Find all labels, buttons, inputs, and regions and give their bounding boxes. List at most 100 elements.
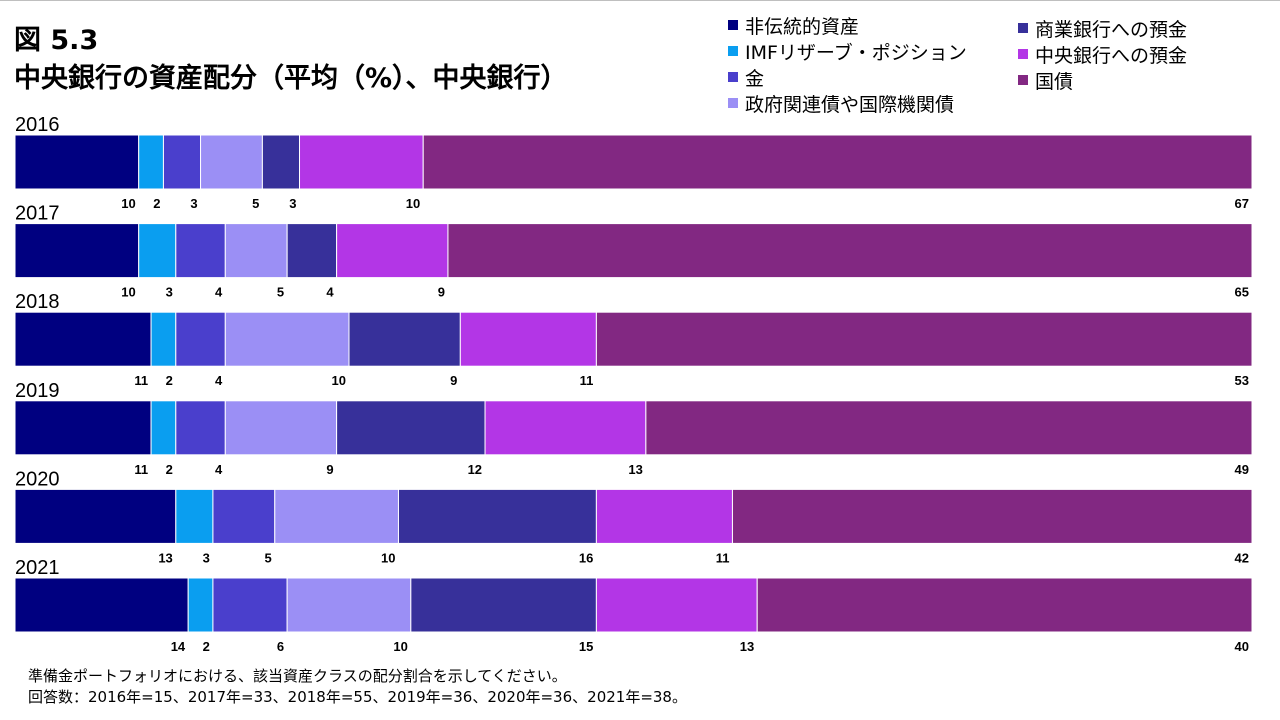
bar-segment <box>731 488 1253 544</box>
data-label: 65 <box>1235 285 1249 300</box>
legend-label: 金 <box>745 67 765 90</box>
data-label: 3 <box>289 196 296 211</box>
data-label: 5 <box>265 550 272 565</box>
data-label: 9 <box>326 462 333 477</box>
data-label: 49 <box>1235 462 1249 477</box>
bar-segment <box>150 400 177 456</box>
top-rule <box>0 0 1280 1</box>
data-label: 11 <box>134 462 148 477</box>
year-label: 2018 <box>15 291 60 313</box>
data-label: 11 <box>134 373 148 388</box>
bar-segment <box>224 400 338 456</box>
legend-swatch <box>1018 75 1028 85</box>
data-label: 10 <box>393 639 407 654</box>
legend-item-unconventional-assets: 非伝統的資産 <box>728 12 859 38</box>
bar-segment <box>14 400 152 456</box>
bar-segment <box>348 311 461 367</box>
data-label: 9 <box>438 285 445 300</box>
bar-segment <box>756 577 1253 633</box>
chart-notes: 準備金ポートフォリオにおける、該当資産クラスの配分割合を示してください。 回答数… <box>28 666 687 708</box>
data-label: 4 <box>215 373 223 388</box>
chart-title: 中央銀行の資産配分（平均（%）、中央銀行） <box>14 63 568 94</box>
data-label: 13 <box>628 462 642 477</box>
data-label: 12 <box>468 462 482 477</box>
bar-segment <box>200 134 263 190</box>
data-label: 10 <box>332 373 346 388</box>
data-label: 14 <box>171 639 186 654</box>
bar-segment <box>336 223 449 279</box>
data-label: 3 <box>203 550 210 565</box>
legend-item-agency-supranational-bonds: 政府関連債や国際機関債 <box>728 90 954 116</box>
data-label: 67 <box>1235 196 1249 211</box>
legend-item-gold: 金 <box>728 64 764 90</box>
bar-segment <box>595 488 733 544</box>
data-label: 3 <box>166 285 173 300</box>
legend-swatch <box>728 20 738 30</box>
legend-label: IMFリザーブ・ポジション <box>745 41 967 64</box>
legend-label: 非伝統的資産 <box>745 15 860 38</box>
bar-segment <box>212 488 276 544</box>
legend-label: 国債 <box>1035 70 1074 93</box>
bar-segment <box>336 400 486 456</box>
data-label: 3 <box>190 196 197 211</box>
bar-segment <box>175 400 226 456</box>
bar-segment <box>410 577 597 633</box>
data-label: 11 <box>580 373 594 388</box>
data-label: 2 <box>166 373 173 388</box>
bar-segment <box>286 577 412 633</box>
bar-segment <box>14 134 140 190</box>
bar-segment <box>175 488 214 544</box>
bar-segment <box>645 400 1253 456</box>
bar-segment <box>459 311 597 367</box>
note-line-1: 準備金ポートフォリオにおける、該当資産クラスの配分割合を示してください。 <box>28 667 567 685</box>
bar-segment <box>14 223 140 279</box>
bar-segment <box>14 311 152 367</box>
year-label: 2021 <box>15 557 60 579</box>
data-label: 10 <box>121 196 135 211</box>
data-label: 4 <box>326 285 334 300</box>
bar-segment <box>14 488 177 544</box>
bar-segment <box>212 577 288 633</box>
year-label: 2017 <box>15 203 60 225</box>
data-label: 15 <box>579 639 593 654</box>
bar-segment <box>286 223 338 279</box>
data-label: 16 <box>579 550 593 565</box>
data-label: 2 <box>166 462 173 477</box>
bar-segment <box>299 134 424 190</box>
data-label: 2 <box>203 639 210 654</box>
figure-number: 図 5.3 <box>14 25 99 56</box>
year-label: 2019 <box>15 380 60 402</box>
bar-segment <box>187 577 214 633</box>
bar-segment <box>447 223 1253 279</box>
legend: 非伝統的資産 IMFリザーブ・ポジション 金 政府関連債や国際機関債 商業銀行へ… <box>0 0 1280 120</box>
bar-segment <box>14 577 189 633</box>
bar-segment <box>175 311 226 367</box>
data-label: 10 <box>121 285 135 300</box>
bar-segment <box>422 134 1253 190</box>
data-label: 40 <box>1235 639 1249 654</box>
bar-segment <box>138 134 164 190</box>
bar-segment <box>397 488 597 544</box>
legend-swatch <box>728 98 738 108</box>
bar-segment <box>150 311 177 367</box>
bar-segment <box>261 134 301 190</box>
legend-swatch <box>1018 23 1028 33</box>
bar-segment <box>162 134 202 190</box>
bar-segment <box>175 223 226 279</box>
data-label: 10 <box>406 196 420 211</box>
data-label: 6 <box>277 639 284 654</box>
data-label: 13 <box>740 639 754 654</box>
legend-label: 中央銀行への預金 <box>1035 44 1188 67</box>
data-label: 11 <box>716 550 730 565</box>
data-label: 9 <box>450 373 457 388</box>
data-label: 5 <box>277 285 284 300</box>
bar-segment <box>274 488 399 544</box>
bar-segment <box>595 577 758 633</box>
bar-segment <box>484 400 647 456</box>
legend-item-commercial-bank-deposits: 商業銀行への預金 <box>1018 15 1187 41</box>
data-label: 53 <box>1235 373 1249 388</box>
legend-item-central-bank-deposits: 中央銀行への預金 <box>1018 41 1187 67</box>
data-label: 4 <box>215 285 223 300</box>
data-label: 10 <box>381 550 395 565</box>
